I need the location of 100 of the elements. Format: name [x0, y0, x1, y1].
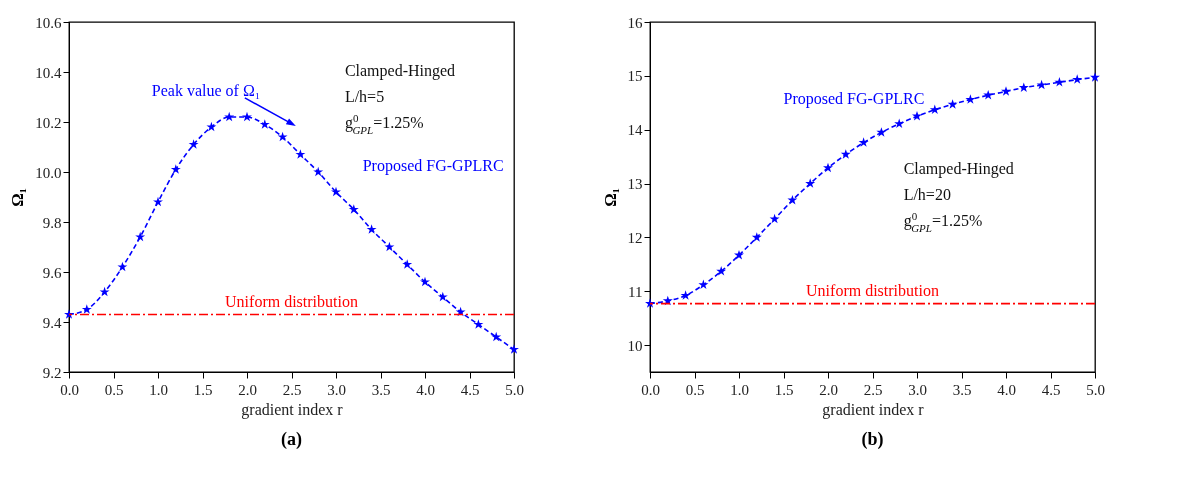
annotation: Clamped-Hinged — [903, 160, 1014, 178]
point — [1072, 74, 1083, 84]
x-tick-label: 5.0 — [505, 381, 524, 398]
y-tick-label: 9.4 — [42, 314, 62, 331]
annotation: L/h=5 — [344, 88, 385, 105]
point — [787, 194, 798, 205]
y-tick-label: 12 — [627, 229, 643, 246]
point — [135, 231, 146, 242]
point — [206, 121, 217, 132]
y-tick-label: 11 — [628, 283, 643, 300]
annotation: g$^{0}$$_{GPL}$=1.25% — [903, 210, 983, 234]
y-tick-label: 9.2 — [42, 364, 62, 381]
y-tick-label: 13 — [627, 176, 643, 193]
point — [188, 139, 199, 149]
point — [170, 164, 181, 174]
point — [1001, 86, 1011, 96]
x-tick-label: 4.5 — [1041, 381, 1061, 398]
point — [473, 319, 484, 329]
point — [734, 249, 744, 260]
point — [840, 149, 851, 159]
y-tick-label: 10.4 — [35, 64, 62, 81]
ref-line-label: Uniform distribution — [225, 292, 358, 310]
x-tick-label: 3.0 — [327, 381, 346, 398]
point — [983, 89, 994, 100]
series-label: Proposed FG-GPLRC — [783, 90, 925, 108]
point — [366, 224, 377, 234]
point — [313, 166, 324, 177]
x-tick-label: 0.0 — [641, 381, 660, 398]
point — [929, 104, 940, 115]
point — [420, 276, 430, 287]
point — [384, 241, 395, 252]
x-tick-label: 4.0 — [416, 381, 435, 398]
point — [153, 196, 163, 207]
x-tick-label: 1.0 — [149, 381, 168, 398]
y-tick-label: 15 — [627, 68, 643, 85]
x-tick-label: 2.0 — [238, 381, 257, 398]
point — [1090, 72, 1100, 82]
x-tick-label: 3.5 — [952, 381, 972, 398]
x-tick-label: 2.0 — [819, 381, 838, 398]
x-tick-label: 0.5 — [104, 381, 124, 398]
point — [1018, 82, 1029, 92]
x-tick-label: 1.5 — [193, 381, 213, 398]
x-tick-label: 3.5 — [371, 381, 391, 398]
point — [99, 286, 110, 297]
y-tick-label: 9.8 — [42, 214, 62, 231]
annotation: L/h=20 — [903, 186, 951, 203]
point — [751, 232, 762, 242]
point — [1036, 79, 1047, 90]
point — [402, 259, 413, 269]
point — [965, 94, 976, 104]
y-tick-label: 10.0 — [35, 164, 62, 181]
point — [716, 266, 727, 276]
x-tick-label: 5.0 — [1086, 381, 1105, 398]
point — [117, 261, 128, 272]
annotation: g$^{0}$$_{GPL}$=1.25% — [344, 112, 424, 136]
x-tick-label: 2.5 — [863, 381, 883, 398]
y-tick-label: 9.6 — [42, 264, 62, 281]
point — [295, 149, 306, 159]
annotation: Clamped-Hinged — [344, 62, 456, 80]
point — [947, 99, 958, 109]
x-tick-label: 2.5 — [282, 381, 302, 398]
y-tick-label: 10 — [627, 337, 643, 354]
point — [680, 290, 691, 300]
y-axis-title: Ω₁ — [8, 188, 28, 207]
y-tick-label: 14 — [627, 122, 643, 139]
point — [277, 131, 288, 142]
y-axis-title: Ω₁ — [600, 188, 620, 207]
text: (a) — [281, 429, 302, 450]
point — [662, 295, 673, 306]
x-tick-label: 0.5 — [685, 381, 705, 398]
point — [876, 127, 887, 137]
x-axis-title: gradient index r — [241, 400, 344, 419]
point — [1054, 77, 1065, 87]
annotation: Peak value of Ω₁ — [151, 82, 261, 99]
y-tick-label: 10.6 — [35, 14, 62, 31]
point — [823, 162, 833, 173]
point — [224, 111, 235, 122]
series-label: Proposed FG-GPLRC — [362, 156, 504, 175]
x-tick-label: 1.0 — [730, 381, 749, 398]
point — [259, 119, 270, 129]
ref-line-label: Uniform distribution — [806, 281, 939, 299]
point — [509, 344, 519, 354]
point — [805, 178, 816, 188]
point — [242, 111, 252, 122]
x-tick-label: 1.5 — [774, 381, 794, 398]
y-tick-label: 10.2 — [35, 114, 62, 131]
point — [491, 331, 502, 342]
point — [769, 213, 780, 224]
point — [348, 204, 359, 214]
x-tick-label: 4.0 — [997, 381, 1016, 398]
point — [331, 186, 341, 197]
x-tick-label: 4.5 — [460, 381, 480, 398]
point — [858, 137, 869, 147]
y-tick-label: 16 — [627, 14, 643, 31]
point — [81, 304, 92, 314]
x-axis-title: gradient index r — [822, 400, 925, 419]
text: (b) — [861, 429, 884, 450]
x-tick-label: 0.0 — [60, 381, 79, 398]
point — [437, 291, 448, 302]
x-tick-label: 3.0 — [908, 381, 927, 398]
